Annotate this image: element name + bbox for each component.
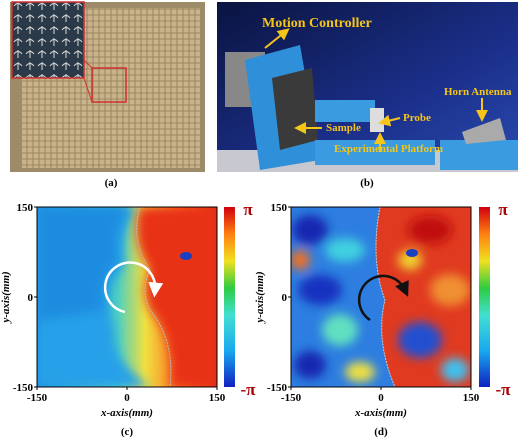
colorbar-min: -π <box>496 380 512 399</box>
annotation: Sample <box>326 122 361 134</box>
x-tick-label: -150 <box>281 392 302 404</box>
photo-b <box>217 2 518 172</box>
annotation: Experimental Platform <box>334 143 443 155</box>
x-tick-label: 0 <box>124 392 130 404</box>
panel-label: (a) <box>105 177 118 189</box>
phase-map-c <box>37 207 217 387</box>
y-tick-label: -150 <box>13 382 34 394</box>
y-axis-label: y-axis(mm) <box>254 271 266 324</box>
annotation: Motion Controller <box>262 16 372 31</box>
x-axis-label: x-axis(mm) <box>100 407 153 419</box>
panel-label: (c) <box>121 426 134 438</box>
x-tick-label: 150 <box>209 392 226 404</box>
y-tick-label: 0 <box>28 292 34 304</box>
x-tick-label: 150 <box>463 392 480 404</box>
y-tick-label: 150 <box>271 202 288 214</box>
colorbar-max: π <box>498 200 508 219</box>
colorbar-min: -π <box>241 380 257 399</box>
panel-label: (b) <box>360 177 374 189</box>
phase-map-d <box>291 207 471 387</box>
colorbar <box>479 207 490 387</box>
colorbar <box>224 207 235 387</box>
photo-a <box>10 1 205 172</box>
x-axis-label: x-axis(mm) <box>354 407 407 419</box>
y-tick-label: 0 <box>282 292 288 304</box>
y-tick-label: 150 <box>17 202 34 214</box>
colorbar-max: π <box>243 200 253 219</box>
annotation: Probe <box>403 112 431 124</box>
y-axis-label: y-axis(mm) <box>0 271 12 324</box>
annotation: Horn Antenna <box>444 86 512 98</box>
x-tick-label: 0 <box>378 392 384 404</box>
y-tick-label: -150 <box>267 382 288 394</box>
x-tick-label: -150 <box>27 392 48 404</box>
panel-label: (d) <box>374 426 388 438</box>
